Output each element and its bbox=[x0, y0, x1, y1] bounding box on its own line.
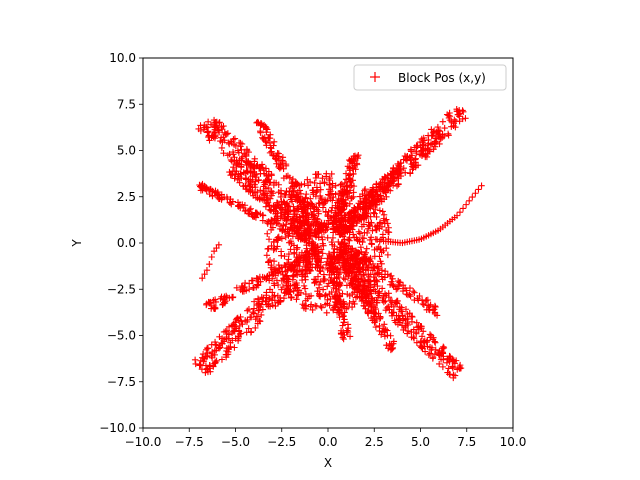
y-axis-label: Y bbox=[70, 239, 84, 248]
x-tick-label: 2.5 bbox=[365, 435, 384, 449]
x-tick-label: 0.0 bbox=[318, 435, 337, 449]
legend-label: Block Pos (x,y) bbox=[398, 71, 486, 85]
y-tick-label: 2.5 bbox=[117, 190, 136, 204]
y-tick-label: −7.5 bbox=[107, 375, 136, 389]
x-tick-label: 10.0 bbox=[500, 435, 527, 449]
x-axis-label: X bbox=[324, 456, 332, 470]
x-axis-ticks: −10.0 −7.5 −5.0 −2.5 0.0 2.5 5.0 7.5 10.0 bbox=[125, 428, 527, 449]
y-tick-label: −5.0 bbox=[107, 329, 136, 343]
x-tick-label: −5.0 bbox=[221, 435, 250, 449]
y-tick-label: 10.0 bbox=[109, 51, 136, 65]
x-tick-label: 5.0 bbox=[411, 435, 430, 449]
y-tick-label: −2.5 bbox=[107, 282, 136, 296]
y-tick-label: −10.0 bbox=[99, 421, 136, 435]
x-tick-label: −7.5 bbox=[175, 435, 204, 449]
y-tick-label: 5.0 bbox=[117, 144, 136, 158]
y-tick-label: 7.5 bbox=[117, 97, 136, 111]
y-axis-ticks: −10.0 −7.5 −5.0 −2.5 0.0 2.5 5.0 7.5 10.0 bbox=[99, 51, 143, 435]
x-tick-label: −2.5 bbox=[267, 435, 296, 449]
x-tick-label: 7.5 bbox=[457, 435, 476, 449]
x-tick-label: −10.0 bbox=[125, 435, 162, 449]
legend: Block Pos (x,y) bbox=[354, 65, 506, 90]
y-tick-label: 0.0 bbox=[117, 236, 136, 250]
